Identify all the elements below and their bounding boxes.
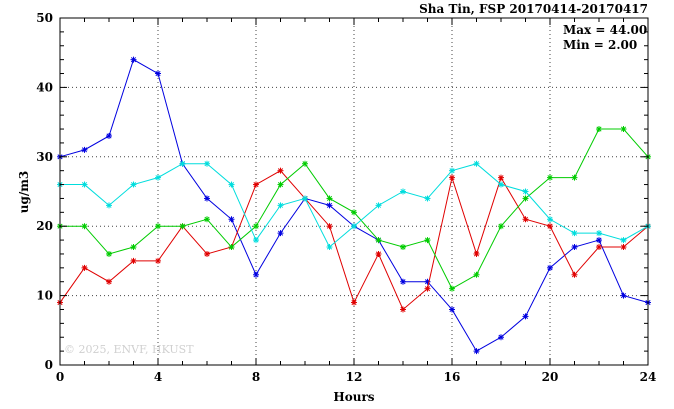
svg-text:8: 8 (252, 370, 260, 384)
svg-text:20: 20 (542, 370, 559, 384)
svg-text:12: 12 (346, 370, 363, 384)
svg-text:10: 10 (36, 289, 53, 303)
watermark: © 2025, ENVF, HKUST (64, 343, 194, 356)
max-annotation: Max = 44.00 (563, 23, 648, 37)
svg-text:30: 30 (36, 150, 53, 164)
svg-text:0: 0 (56, 370, 64, 384)
svg-text:4: 4 (154, 370, 162, 384)
svg-text:50: 50 (36, 11, 53, 25)
min-annotation: Min = 2.00 (563, 38, 638, 52)
y-axis-label: ug/m3 (17, 170, 31, 214)
svg-text:24: 24 (640, 370, 657, 384)
svg-text:16: 16 (444, 370, 461, 384)
svg-text:20: 20 (36, 219, 53, 233)
svg-text:40: 40 (36, 80, 53, 94)
svg-text:0: 0 (45, 358, 53, 372)
chart-title: Sha Tin, FSP 20170414-20170417 (419, 2, 648, 16)
x-axis-label: Hours (333, 390, 375, 404)
